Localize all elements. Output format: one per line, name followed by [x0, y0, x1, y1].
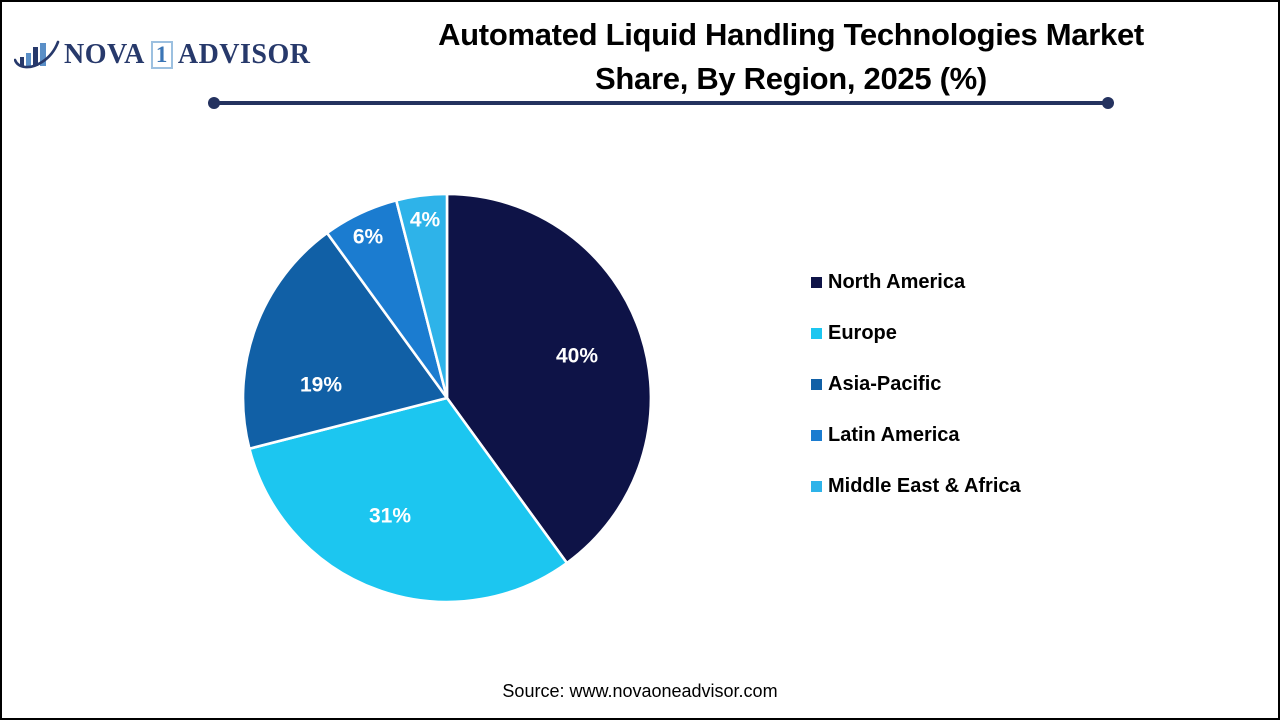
brand-text: NOVA 1 ADVISOR [64, 39, 310, 71]
chart-title-line2: Share, By Region, 2025 (%) [595, 61, 987, 96]
legend-item-europe: Europe [811, 308, 1021, 359]
chart-title-line1: Automated Liquid Handling Technologies M… [438, 17, 1144, 52]
pie-slice-label: 19% [300, 374, 342, 397]
chart-title: Automated Liquid Handling Technologies M… [291, 13, 1278, 101]
legend-label: North America [828, 271, 966, 293]
brand-nova: NOVA [64, 39, 145, 70]
title-underline-right-dot [1102, 97, 1114, 109]
brand-advisor: ADVISOR [177, 39, 311, 70]
legend-item-north-america: North America [811, 257, 1021, 308]
legend-item-latin-america: Latin America [811, 410, 1021, 461]
legend-item-asia-pacific: Asia-Pacific [811, 359, 1021, 410]
legend-label: Latin America [828, 424, 960, 446]
source-text: Source: www.novaoneadvisor.com [502, 681, 778, 701]
nova-one-advisor-logo: NOVA 1 ADVISOR [14, 36, 310, 74]
legend-swatch [811, 481, 822, 492]
legend-swatch [811, 430, 822, 441]
legend-swatch [811, 379, 822, 390]
legend-item-middle-east-africa: Middle East & Africa [811, 461, 1021, 512]
legend-label: Europe [828, 322, 897, 344]
pie-slice-label: 6% [353, 226, 384, 249]
pie-slice-europe [248, 396, 569, 604]
pie-slice-middle-east-africa [395, 192, 449, 400]
legend-swatch [811, 328, 822, 339]
title-underline [214, 101, 1108, 105]
ascending-bars-swoosh-icon [14, 40, 60, 69]
pie-slice-north-america [445, 192, 653, 565]
legend-label: Asia-Pacific [828, 373, 942, 395]
pie-slice-label: 31% [369, 505, 411, 528]
brand-one-box: 1 [150, 41, 173, 69]
title-underline-left-dot [208, 97, 220, 109]
pie-slice-asia-pacific [241, 231, 449, 450]
legend: North America Europe Asia-Pacific Latin Ame… [811, 257, 1021, 512]
legend-label: Middle East & Africa [828, 475, 1021, 497]
legend-swatch [811, 277, 822, 288]
pie-slice-label: 40% [556, 345, 598, 368]
pie-slice-label: 4% [410, 209, 441, 232]
